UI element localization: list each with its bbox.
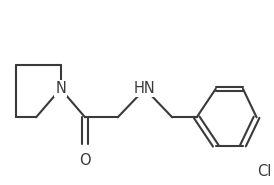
Text: Cl: Cl: [257, 164, 271, 179]
Text: O: O: [79, 153, 91, 168]
Text: HN: HN: [134, 81, 156, 96]
Text: N: N: [55, 81, 66, 96]
